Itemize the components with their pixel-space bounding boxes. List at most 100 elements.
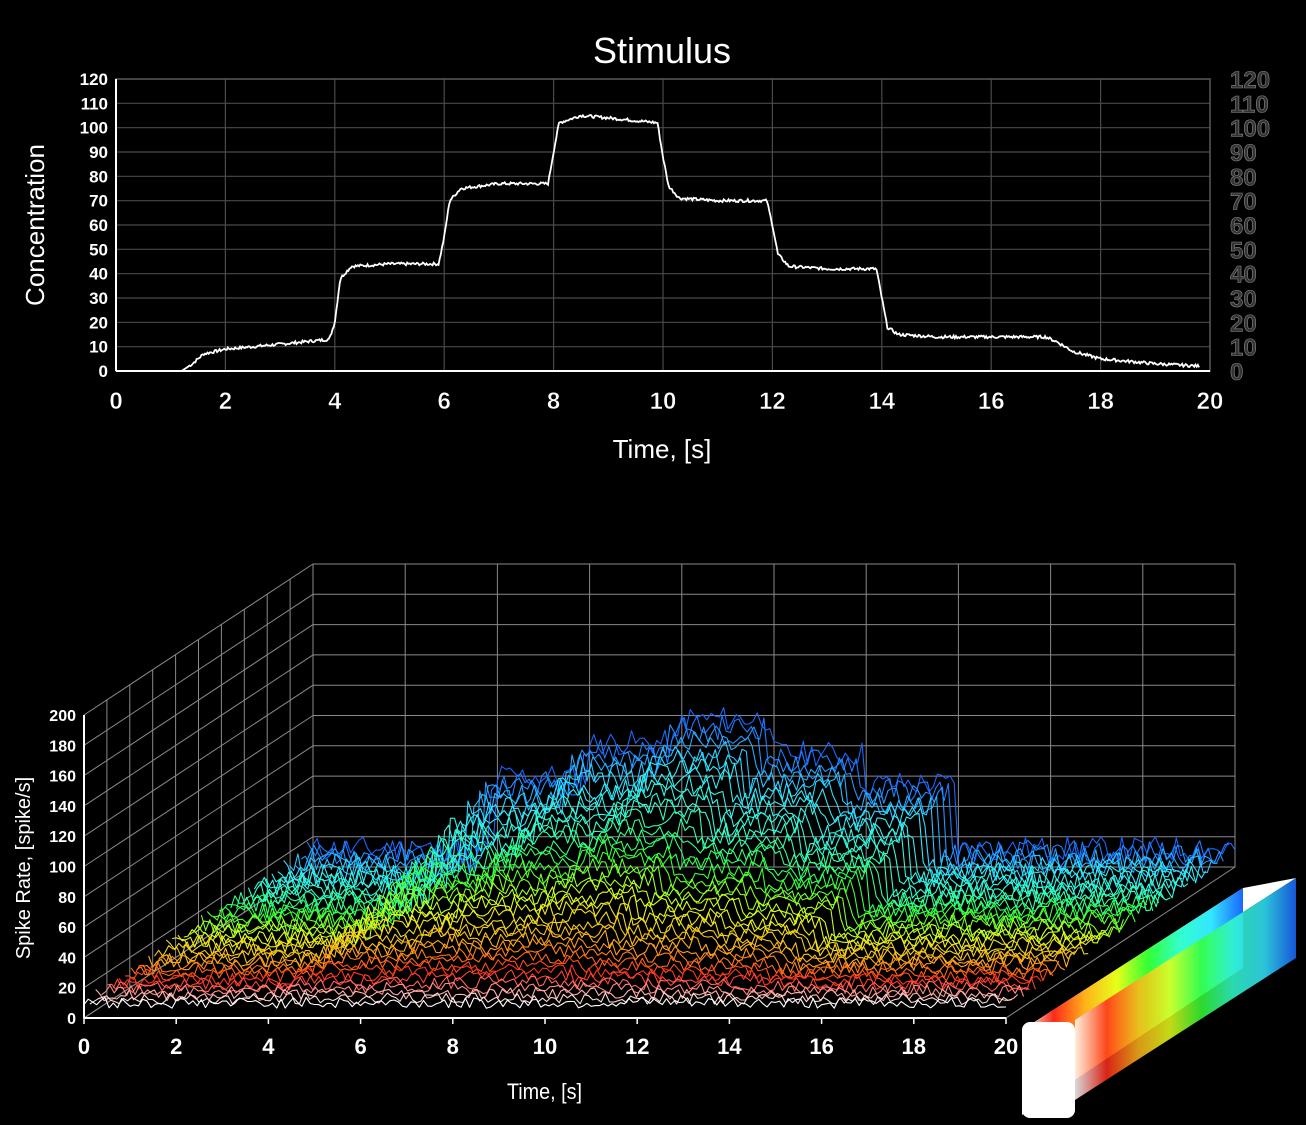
stimulus-x-tick-label: 2 <box>219 388 232 415</box>
stimulus-y-label: Concentration <box>20 144 50 306</box>
spike-rate-waterfall-chart: 0 2 4 6 8 10 12 14 16 18 20 0 20 40 60 80 100 120 140 160 1… <box>13 563 1296 1118</box>
waterfall-y-tick-label: 60 <box>58 920 76 937</box>
waterfall-trace-line <box>295 731 1218 874</box>
waterfall-y-tick-label: 40 <box>58 950 76 967</box>
stimulus-y-tick-label: 30 <box>89 289 108 308</box>
waterfall-trace-line <box>277 758 1201 885</box>
stimulus-x-tick-label: 4 <box>328 388 342 415</box>
waterfall-trace-line <box>89 992 1012 1006</box>
waterfall-x-label: Time, [s] <box>507 1080 582 1104</box>
stimulus-y-tick-label: 80 <box>89 167 108 186</box>
waterfall-x-tick-label: 18 <box>902 1034 926 1059</box>
waterfall-x-tick-label: 12 <box>625 1034 649 1059</box>
colorbar-end-cap <box>1022 1022 1075 1118</box>
stimulus-y-tick-label: 20 <box>89 313 108 332</box>
waterfall-x-ticks: 0 2 4 6 8 10 12 14 16 18 20 <box>78 1018 1018 1059</box>
waterfall-trace-line <box>300 724 1224 870</box>
stimulus-right-y-tick-label: 50 <box>1230 237 1257 264</box>
stimulus-title: Stimulus <box>593 30 731 71</box>
stimulus-right-y-tick-label: 120 <box>1230 67 1270 94</box>
waterfall-trace-line <box>136 944 1060 976</box>
waterfall-trace-line <box>130 950 1054 979</box>
stimulus-y-tick-label: 10 <box>89 338 108 357</box>
waterfall-trace-line <box>218 840 1142 923</box>
stimulus-gridlines <box>116 78 1211 371</box>
waterfall-x-tick-label: 8 <box>447 1034 459 1059</box>
waterfall-x-tick-label: 20 <box>994 1034 1018 1059</box>
waterfall-y-tick-label: 200 <box>49 708 76 725</box>
floor-right-edge <box>1005 866 1236 1019</box>
waterfall-x-tick-label: 2 <box>170 1034 182 1059</box>
stimulus-y-tick-label: 110 <box>81 94 108 113</box>
waterfall-trace-line <box>95 986 1019 1002</box>
stimulus-right-y-tick-label: 30 <box>1230 286 1257 313</box>
stimulus-right-y-tick-label: 40 <box>1230 262 1257 289</box>
stimulus-x-tick-label: 12 <box>759 388 786 415</box>
waterfall-trace-line <box>206 856 1130 930</box>
waterfall-3d-grid <box>83 563 1236 1019</box>
stimulus-right-y-tick-label: 100 <box>1230 116 1270 143</box>
stimulus-x-tick-label: 14 <box>868 388 895 415</box>
waterfall-trace-line <box>312 707 1236 862</box>
stimulus-x-tick-label: 16 <box>978 388 1005 415</box>
stimulus-y-tick-label: 90 <box>89 143 108 162</box>
colorbar-label: – <box>1036 1056 1051 1086</box>
waterfall-trace-line <box>101 981 1025 998</box>
waterfall-trace-line <box>83 996 1007 1009</box>
waterfall-x-tick-label: 0 <box>78 1034 90 1059</box>
stimulus-y-tick-label: 70 <box>89 192 108 211</box>
waterfall-y-tick-label: 120 <box>49 829 76 846</box>
stimulus-y-tick-label: 60 <box>89 216 108 235</box>
stimulus-series-line <box>116 113 1200 372</box>
waterfall-y-tick-label: 20 <box>58 981 76 998</box>
stimulus-y-tick-label: 100 <box>80 119 108 138</box>
waterfall-x-tick-label: 6 <box>354 1034 366 1059</box>
stimulus-chart: Stimulus 0 2 4 6 8 10 12 14 16 18 20 0102030405060… <box>20 30 1270 464</box>
stimulus-x-tick-label: 0 <box>109 388 122 415</box>
stimulus-x-tick-label: 6 <box>438 388 451 415</box>
waterfall-y-tick-label: 100 <box>49 860 76 877</box>
waterfall-traces <box>83 707 1236 1009</box>
stimulus-right-y-tick-label: 10 <box>1230 335 1257 362</box>
colorbar-side-face <box>1075 878 1296 1100</box>
stimulus-x-tick-label: 8 <box>547 388 560 415</box>
stimulus-x-ticks: 0 2 4 6 8 10 12 14 16 18 20 <box>109 388 1224 416</box>
waterfall-x-tick-label: 10 <box>533 1034 557 1059</box>
waterfall-y-label: Spike Rate, [spike/s] <box>13 777 35 959</box>
stimulus-x-tick-label: 10 <box>650 388 677 415</box>
trace-colorbar <box>1022 878 1296 1118</box>
stimulus-y-tick-label: 0 <box>99 362 108 381</box>
waterfall-trace-line <box>148 929 1072 968</box>
waterfall-trace-line <box>142 936 1065 972</box>
waterfall-trace-line <box>253 792 1177 900</box>
stimulus-right-y-tick-label: 70 <box>1230 189 1257 216</box>
waterfall-trace-line <box>183 886 1106 946</box>
waterfall-y-tick-label: 180 <box>49 738 76 755</box>
stimulus-y-ticks: 0 10 20 30 40 50 60 70 80 90 100 110 120 <box>80 70 108 381</box>
waterfall-x-tick-label: 16 <box>809 1034 833 1059</box>
stimulus-y-tick-label: 40 <box>89 265 108 284</box>
stimulus-right-y-tick-label: 60 <box>1230 213 1257 240</box>
waterfall-trace-line <box>107 975 1030 994</box>
waterfall-y-tick-label: 80 <box>58 890 76 907</box>
waterfall-trace-line <box>118 963 1042 987</box>
stimulus-x-tick-label: 20 <box>1197 388 1224 415</box>
waterfall-y-tick-label: 0 <box>67 1011 76 1028</box>
stimulus-right-y-tick-label: 0 <box>1230 359 1243 386</box>
stimulus-x-tick-label: 18 <box>1087 388 1114 415</box>
waterfall-trace-line <box>159 915 1083 961</box>
stimulus-x-label: Time, [s] <box>613 434 712 464</box>
stimulus-right-y-tick-label: 90 <box>1230 140 1257 167</box>
waterfall-x-tick-label: 4 <box>262 1034 275 1059</box>
waterfall-trace-line <box>189 879 1113 942</box>
waterfall-y-tick-label: 160 <box>49 769 76 786</box>
waterfall-x-tick-label: 14 <box>717 1034 742 1059</box>
waterfall-trace-line <box>125 956 1048 983</box>
waterfall-trace-line <box>154 922 1077 965</box>
waterfall-y-ticks: 0 20 40 60 80 100 120 140 160 180 200 <box>49 708 76 1028</box>
waterfall-y-tick-label: 140 <box>49 799 76 816</box>
stimulus-right-y-tick-label: 80 <box>1230 164 1257 191</box>
stimulus-y-tick-label: 50 <box>89 240 108 259</box>
